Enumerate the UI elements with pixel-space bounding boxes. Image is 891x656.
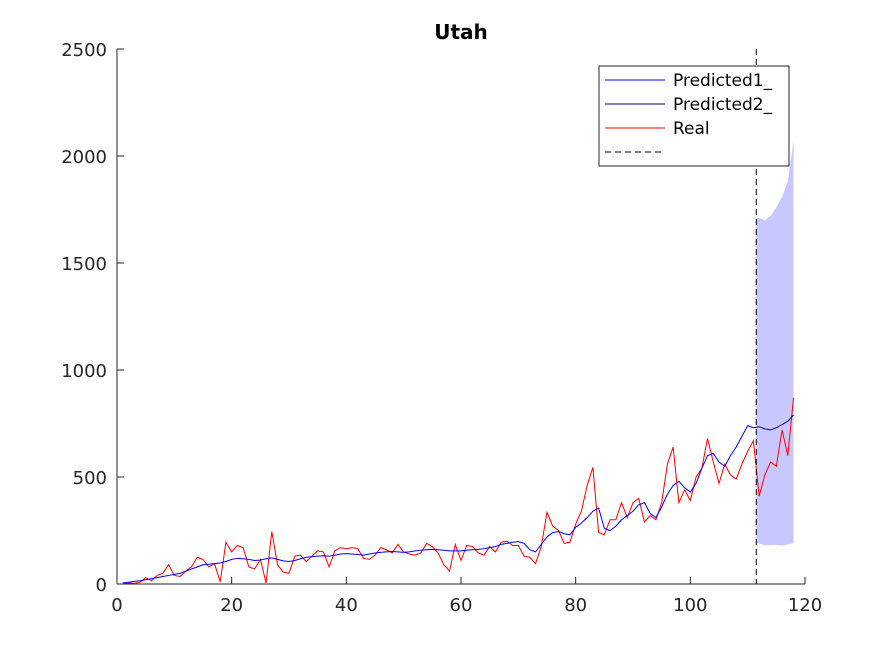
y-tick-label: 2000 — [61, 147, 107, 168]
legend-box — [598, 65, 790, 167]
y-tick-label: 1000 — [61, 361, 107, 382]
legend-label: Predicted1_ — [673, 71, 773, 91]
y-tick-label: 0 — [96, 575, 107, 596]
x-tick-label: 0 — [111, 595, 122, 616]
x-tick-label: 60 — [450, 595, 473, 616]
y-tick-label: 2500 — [61, 40, 107, 61]
series-line-predicted1 — [122, 425, 754, 584]
legend: Predicted1_ Predicted2_ Real — [598, 65, 790, 167]
confidence-band-layer — [756, 141, 794, 546]
series-layer — [122, 397, 795, 585]
x-tick-label: 20 — [220, 595, 243, 616]
x-tick-label: 120 — [788, 595, 822, 616]
legend-label: Predicted2_ — [673, 95, 773, 115]
y-tick-label: 1500 — [61, 254, 107, 275]
x-tick-label: 80 — [564, 595, 587, 616]
y-tick-label: 500 — [73, 468, 107, 489]
series-line-predicted2 — [753, 414, 794, 431]
axes: 0 20 40 60 80 100 120 0 500 1000 1500 2000 2500 — [61, 40, 822, 616]
chart-title: Utah — [434, 20, 488, 44]
x-tick-label: 40 — [335, 595, 358, 616]
x-tick-label: 100 — [673, 595, 707, 616]
confidence-band — [756, 141, 794, 546]
series-line-real — [122, 397, 795, 585]
legend-label: Real — [673, 119, 710, 139]
